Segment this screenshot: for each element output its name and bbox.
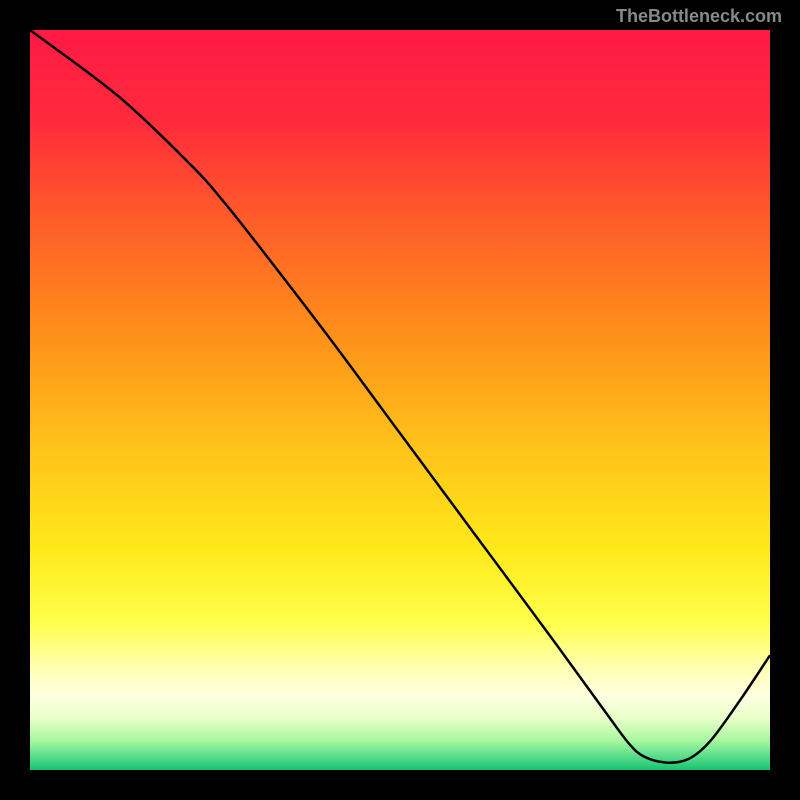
watermark-text: TheBottleneck.com — [616, 6, 782, 27]
chart-plot-area — [30, 30, 770, 770]
bottleneck-curve — [30, 30, 770, 770]
